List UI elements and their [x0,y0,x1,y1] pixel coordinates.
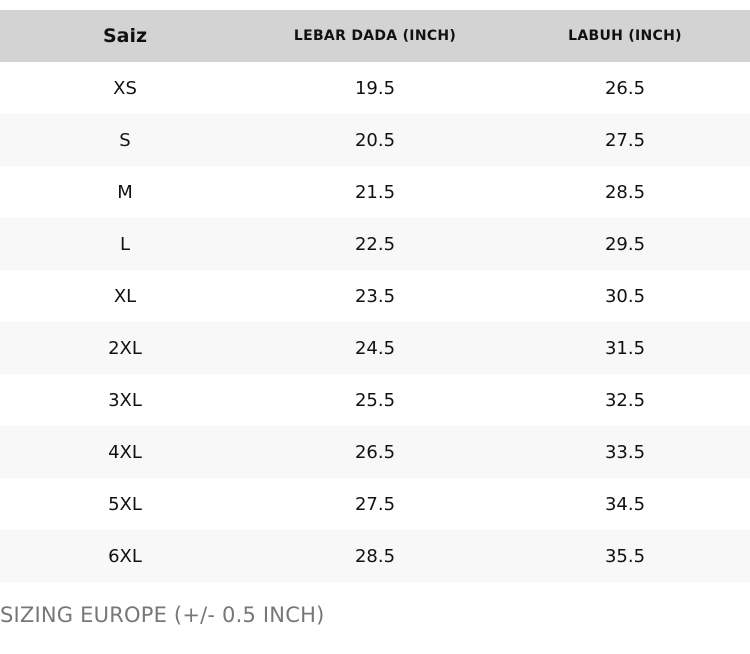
table-row: S 20.5 27.5 [0,114,750,166]
chest-width-cell: 24.5 [354,337,396,359]
size-chart-table: Saiz LEBAR DADA (INCH) LABUH (INCH) XS 1… [0,10,750,582]
size-cell: 2XL [108,337,142,359]
length-cell: 31.5 [604,337,646,359]
table-row: 3XL 25.5 32.5 [0,374,750,426]
size-cell: XL [113,285,137,307]
chest-width-cell: 25.5 [354,389,396,411]
chest-width-cell: 21.5 [354,181,396,203]
length-cell: 33.5 [604,441,646,463]
header-chest-width: LEBAR DADA (INCH) [293,28,457,44]
length-cell: 35.5 [604,545,646,567]
size-cell: S [119,129,131,151]
table-row: XL 23.5 30.5 [0,270,750,322]
length-cell: 26.5 [604,77,646,99]
table-row: 6XL 28.5 35.5 [0,530,750,582]
chest-width-cell: 27.5 [354,493,396,515]
table-row: L 22.5 29.5 [0,218,750,270]
chest-width-cell: 23.5 [354,285,396,307]
size-cell: L [119,233,131,255]
chest-width-cell: 19.5 [354,77,396,99]
chest-width-cell: 28.5 [354,545,396,567]
chest-width-cell: 20.5 [354,129,396,151]
header-size: Saiz [102,25,148,47]
length-cell: 29.5 [604,233,646,255]
size-cell: 3XL [108,389,142,411]
size-cell: 6XL [108,545,142,567]
table-row: XS 19.5 26.5 [0,62,750,114]
sizing-note: SIZING EUROPE (+/- 0.5 INCH) [0,603,325,627]
length-cell: 30.5 [604,285,646,307]
size-chart-header: Saiz LEBAR DADA (INCH) LABUH (INCH) [0,10,750,62]
size-cell: 5XL [108,493,142,515]
length-cell: 27.5 [604,129,646,151]
table-row: 2XL 24.5 31.5 [0,322,750,374]
length-cell: 32.5 [604,389,646,411]
table-row: M 21.5 28.5 [0,166,750,218]
size-cell: XS [113,77,137,99]
header-length: LABUH (INCH) [568,28,682,44]
chest-width-cell: 22.5 [354,233,396,255]
header-row: Saiz LEBAR DADA (INCH) LABUH (INCH) [0,10,750,62]
size-cell: M [117,181,133,203]
size-cell: 4XL [108,441,142,463]
table-row: 5XL 27.5 34.5 [0,478,750,530]
table-row: 4XL 26.5 33.5 [0,426,750,478]
chest-width-cell: 26.5 [354,441,396,463]
size-chart-body: XS 19.5 26.5 S 20.5 27.5 M 21.5 28.5 L 2… [0,62,750,582]
length-cell: 34.5 [604,493,646,515]
length-cell: 28.5 [604,181,646,203]
